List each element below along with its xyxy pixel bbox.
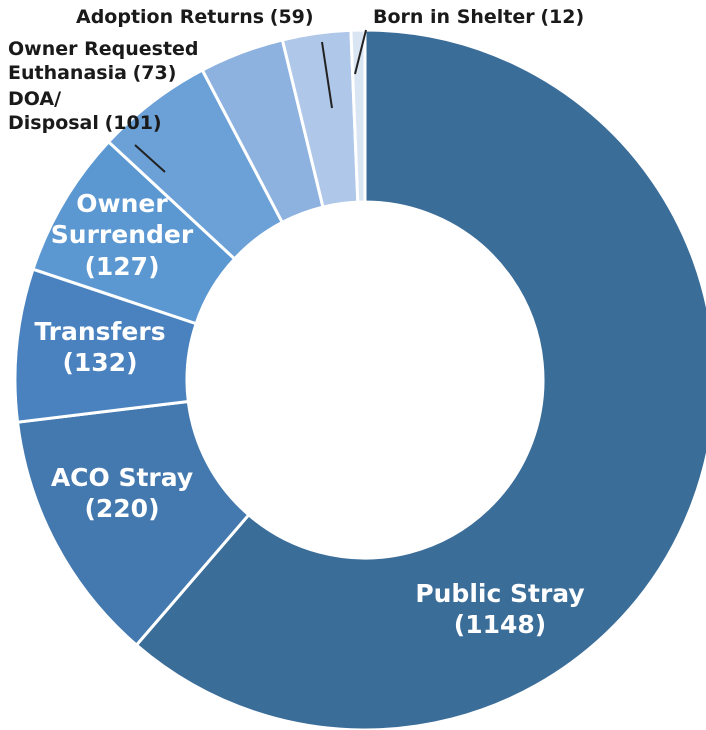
value-label: (73)	[132, 61, 177, 84]
donut-slice	[134, 28, 706, 730]
category-label: Adoption Returns	[76, 6, 265, 28]
leader-line	[134, 144, 166, 173]
category-label: Public Stray	[415, 579, 585, 608]
category-label: ACO Stray	[50, 463, 194, 492]
slice-label: Public Stray (1148)	[400, 578, 600, 641]
category-label: Born in Shelter	[373, 6, 535, 28]
slice-label: Owner Requested Euthanasia (73)	[8, 38, 238, 86]
value-label: (59)	[269, 6, 314, 28]
donut-slice	[15, 399, 251, 648]
category-label: Owner Surrender	[50, 189, 194, 250]
slice-label: Transfers (132)	[10, 316, 190, 379]
value-label: (127)	[84, 251, 160, 281]
leader-line	[354, 29, 367, 75]
slice-label: Adoption Returns (59)	[76, 6, 356, 30]
slice-label: DOA/ Disposal (101)	[8, 88, 208, 136]
category-label: Transfers	[34, 317, 166, 346]
value-label: (12)	[540, 6, 585, 28]
value-label: (132)	[62, 348, 138, 378]
value-label: (101)	[104, 111, 162, 134]
slice-label: Born in Shelter (12)	[373, 6, 613, 30]
slice-label: ACO Stray (220)	[22, 462, 222, 525]
category-label: Owner Requested Euthanasia	[8, 38, 199, 84]
category-label: DOA/ Disposal	[8, 88, 99, 134]
slice-label: Owner Surrender (127)	[32, 188, 212, 282]
value-label: (220)	[84, 494, 160, 524]
leader-line	[321, 41, 333, 109]
value-label: (1148)	[453, 610, 547, 640]
